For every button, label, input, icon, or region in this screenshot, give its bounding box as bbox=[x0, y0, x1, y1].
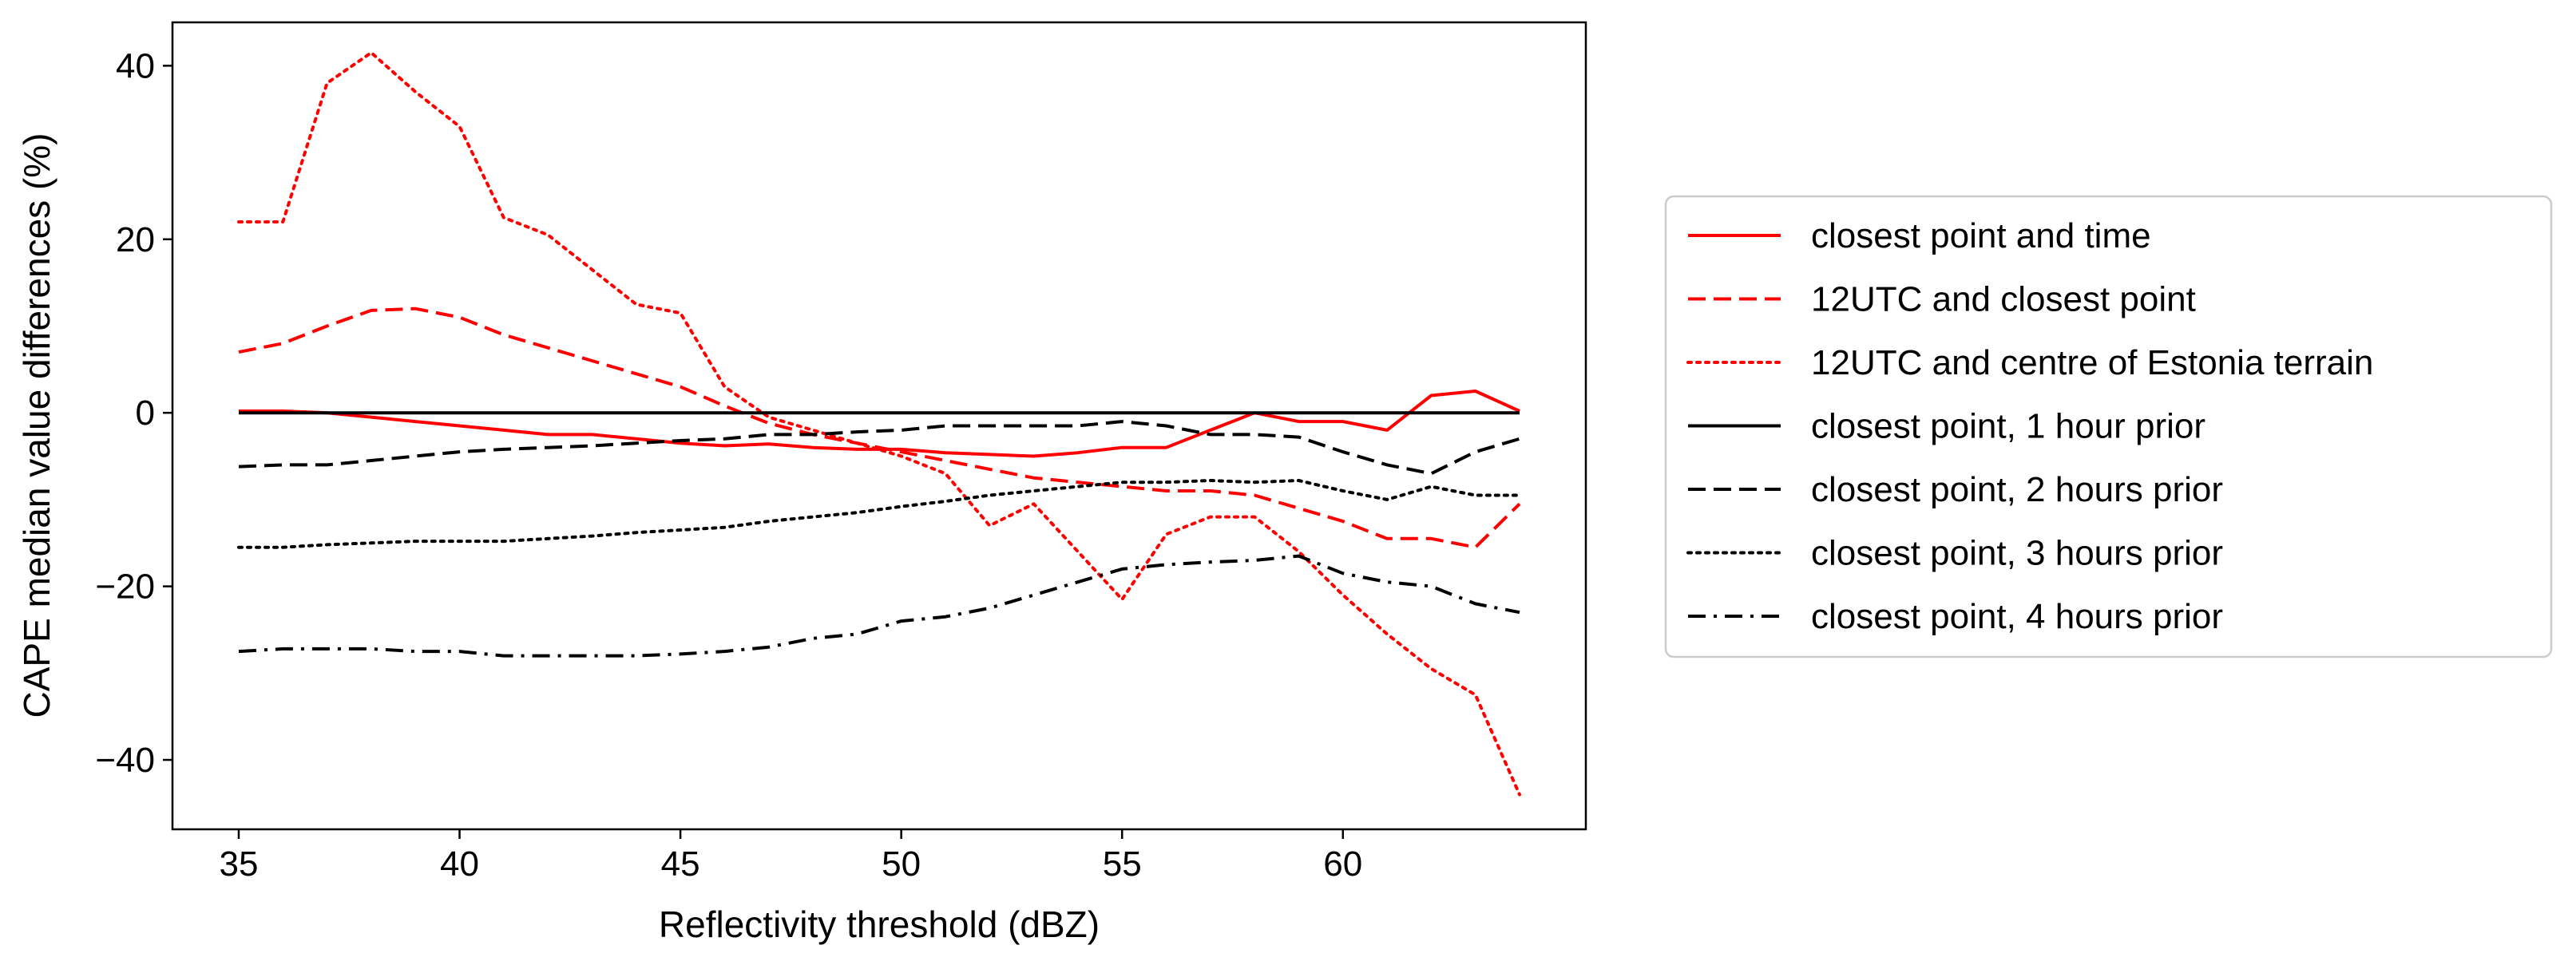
plot-series bbox=[237, 51, 1521, 797]
series-line-1 bbox=[239, 390, 1520, 458]
y-tick-label: −20 bbox=[95, 568, 155, 607]
x-tick-label: 50 bbox=[882, 844, 921, 884]
x-tick-label: 55 bbox=[1103, 844, 1142, 884]
y-tick-label: 40 bbox=[116, 46, 155, 85]
legend-label-4: closest point, 1 hour prior bbox=[1811, 407, 2205, 446]
y-tick-label: −40 bbox=[95, 741, 155, 780]
x-tick-label: 35 bbox=[219, 844, 258, 884]
x-tick-label: 45 bbox=[661, 844, 700, 884]
legend-label-1: closest point and time bbox=[1811, 216, 2151, 255]
plot-frame bbox=[171, 21, 1587, 831]
legend: closest point and time 12UTC and closest … bbox=[1664, 195, 2553, 658]
series-line-7 bbox=[238, 554, 1520, 658]
x-tick-label: 60 bbox=[1323, 844, 1362, 884]
series-line-6 bbox=[237, 479, 1521, 549]
y-axis: −40 −20 0 20 40 bbox=[95, 46, 172, 780]
y-tick-label: 20 bbox=[116, 220, 155, 259]
y-tick-label: 0 bbox=[136, 393, 155, 433]
x-tick-label: 40 bbox=[440, 844, 479, 884]
legend-label-3: 12UTC and centre of Estonia terrain bbox=[1811, 343, 2373, 382]
legend-label-6: closest point, 3 hours prior bbox=[1811, 534, 2223, 573]
series-line-2 bbox=[238, 306, 1521, 549]
legend-label-7: closest point, 4 hours prior bbox=[1811, 597, 2223, 636]
legend-box bbox=[1664, 195, 2553, 658]
x-axis: 35 40 45 50 55 60 bbox=[219, 829, 1362, 884]
legend-label-5: closest point, 2 hours prior bbox=[1811, 470, 2223, 509]
legend-label-2: 12UTC and closest point bbox=[1811, 280, 2196, 319]
series-line-5 bbox=[238, 420, 1520, 476]
y-axis-title: CAPE median value differences (%) bbox=[16, 133, 57, 718]
x-axis-title: Reflectivity threshold (dBZ) bbox=[659, 904, 1100, 945]
